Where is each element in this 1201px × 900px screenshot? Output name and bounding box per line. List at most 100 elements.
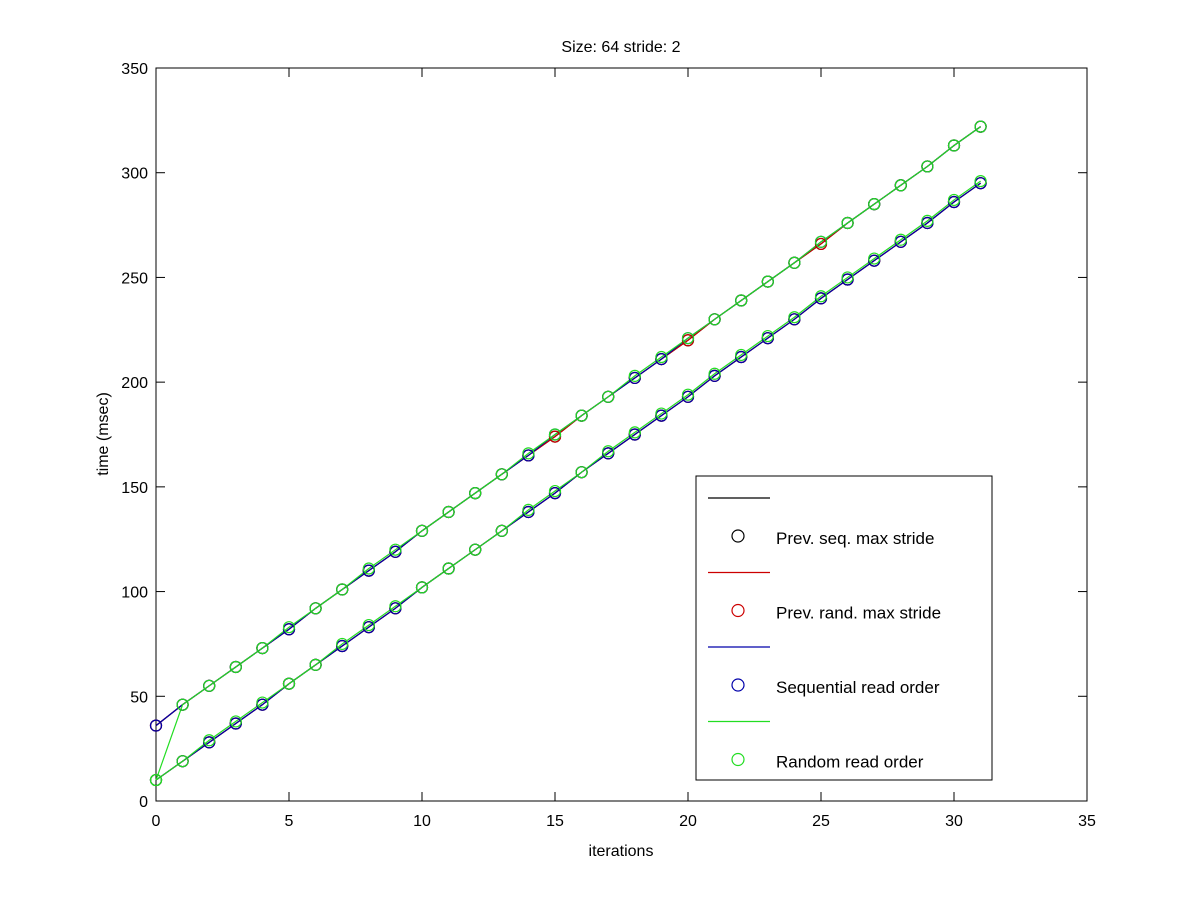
y-tick-label: 200 <box>121 375 148 392</box>
plot-area <box>155 67 1088 802</box>
data-point <box>203 679 216 692</box>
data-point <box>282 621 296 634</box>
legend-marker-sample <box>731 678 745 692</box>
data-point <box>389 543 402 556</box>
legend-box <box>695 475 993 781</box>
data-point <box>735 348 748 362</box>
data-point <box>628 426 641 439</box>
data-point <box>149 719 163 732</box>
data-point <box>708 313 721 326</box>
data-point <box>176 755 189 768</box>
x-axis: 0 5 10 15 20 25 30 35 <box>152 68 1096 830</box>
legend-marker-sample <box>731 603 745 618</box>
legend-entries: Prev. seq. max stride Prev. rand. max str… <box>708 497 941 772</box>
data-point <box>788 311 801 324</box>
data-point <box>575 466 588 479</box>
legend-label: Prev. seq. max stride <box>776 529 934 548</box>
data-point <box>681 332 695 345</box>
data-point <box>362 618 375 632</box>
x-tick-label: 30 <box>945 813 963 830</box>
y-tick-label: 0 <box>139 794 148 811</box>
data-point <box>974 174 987 188</box>
data-point <box>655 350 668 364</box>
data-point <box>469 487 482 500</box>
legend-label: Random read order <box>776 753 924 772</box>
y-tick-label: 250 <box>121 270 148 287</box>
data-point <box>548 484 562 498</box>
data-point <box>362 562 375 575</box>
data-point <box>336 583 349 596</box>
data-point <box>256 696 269 709</box>
data-point <box>229 715 242 728</box>
data-point <box>841 271 854 284</box>
data-point <box>814 235 828 248</box>
x-tick-label: 35 <box>1078 813 1096 830</box>
legend: Prev. seq. max stride Prev. rand. max str… <box>695 475 993 781</box>
x-tick-label: 0 <box>152 813 161 830</box>
data-point <box>522 447 535 460</box>
data-point <box>602 445 615 458</box>
data-point <box>469 543 482 556</box>
data-point <box>868 198 881 211</box>
x-tick-label: 25 <box>812 813 830 830</box>
data-point <box>442 505 455 519</box>
x-tick-label: 5 <box>285 813 294 830</box>
data-point <box>894 179 907 192</box>
data-point <box>894 233 907 246</box>
legend-label: Prev. rand. max stride <box>776 604 941 623</box>
y-tick-label: 350 <box>121 61 148 78</box>
data-point <box>282 677 296 690</box>
y-tick-label: 50 <box>130 689 148 706</box>
data-point <box>176 698 189 711</box>
data-point <box>495 468 508 481</box>
chart-title: Size: 64 stride: 2 <box>561 39 680 56</box>
data-point <box>602 390 615 403</box>
data-point <box>814 290 828 303</box>
data-point <box>628 369 641 382</box>
y-tick-label: 300 <box>121 166 148 183</box>
data-point <box>336 637 349 651</box>
data-point <box>442 562 455 575</box>
legend-marker-sample <box>731 529 745 543</box>
data-point <box>309 602 322 615</box>
data-point <box>761 275 774 288</box>
data-point <box>389 600 402 613</box>
data-point <box>229 660 242 674</box>
y-axis: 0 50 100 150 200 250 300 350 <box>121 61 1087 811</box>
legend-marker-sample <box>731 752 745 767</box>
data-point <box>495 524 508 537</box>
legend-label: Sequential read order <box>776 678 940 697</box>
data-point <box>681 388 695 401</box>
data-point <box>415 581 429 594</box>
series-markers-3 <box>149 120 987 787</box>
data-point <box>921 160 934 173</box>
data-point <box>548 428 562 441</box>
data-point <box>149 773 163 787</box>
data-point <box>947 139 961 152</box>
data-point <box>788 256 801 269</box>
x-tick-label: 15 <box>546 813 564 830</box>
data-point <box>256 642 269 655</box>
data-point <box>841 216 854 230</box>
y-tick-label: 100 <box>121 585 148 602</box>
series-layer <box>149 120 987 787</box>
x-tick-label: 10 <box>413 813 431 830</box>
data-point <box>522 503 535 516</box>
data-point <box>415 524 429 537</box>
data-point <box>708 367 721 380</box>
data-point <box>203 734 216 747</box>
data-point <box>655 407 668 420</box>
data-point <box>868 252 881 265</box>
x-tick-label: 20 <box>679 813 697 830</box>
data-point <box>309 658 322 671</box>
y-axis-label: time (msec) <box>95 392 112 476</box>
data-point <box>575 409 588 422</box>
data-point <box>761 329 774 343</box>
y-tick-label: 150 <box>121 480 148 497</box>
data-point <box>735 294 748 307</box>
data-point <box>921 214 934 227</box>
x-axis-label: iterations <box>589 843 654 860</box>
data-point <box>947 193 961 207</box>
